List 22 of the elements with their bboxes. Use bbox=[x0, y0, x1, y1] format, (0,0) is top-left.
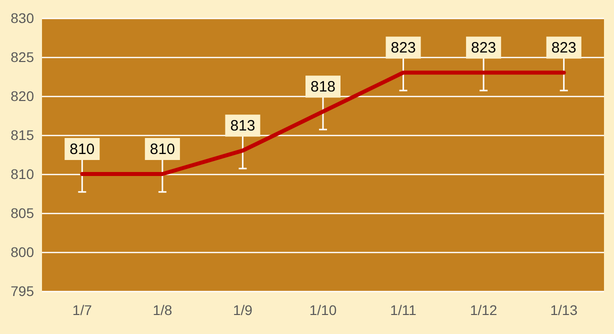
x-tick-label: 1/13 bbox=[550, 302, 578, 318]
data-label: 810 bbox=[150, 141, 175, 158]
x-tick-label: 1/9 bbox=[232, 302, 253, 318]
data-label: 813 bbox=[230, 118, 256, 135]
y-tick-label: 830 bbox=[10, 10, 34, 26]
data-label: 810 bbox=[70, 141, 95, 158]
x-tick-label: 1/12 bbox=[470, 302, 498, 318]
y-tick-label: 815 bbox=[10, 127, 34, 143]
x-tick-label: 1/10 bbox=[309, 302, 337, 318]
data-label: 823 bbox=[471, 40, 496, 57]
y-tick-label: 795 bbox=[10, 283, 34, 299]
y-tick-label: 805 bbox=[10, 205, 34, 221]
x-tick-label: 1/7 bbox=[72, 302, 92, 318]
y-tick-label: 810 bbox=[10, 166, 34, 182]
y-tick-label: 825 bbox=[10, 49, 34, 65]
x-tick-label: 1/8 bbox=[152, 302, 172, 318]
x-tick-label: 1/11 bbox=[390, 302, 417, 318]
y-tick-label: 820 bbox=[10, 88, 34, 104]
data-label: 818 bbox=[310, 78, 336, 96]
data-label: 823 bbox=[390, 40, 416, 57]
data-label: 823 bbox=[551, 40, 576, 57]
y-tick-label: 800 bbox=[10, 244, 34, 260]
